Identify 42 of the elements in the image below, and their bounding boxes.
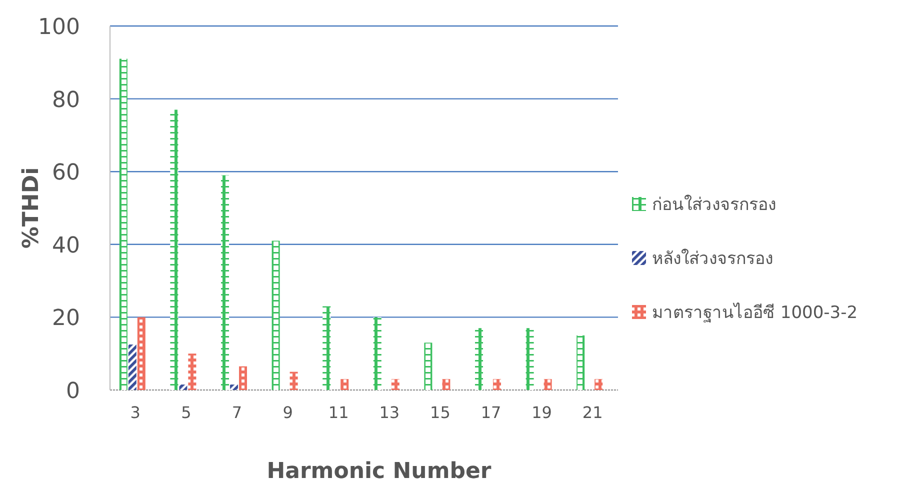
bar xyxy=(137,317,146,390)
bar xyxy=(188,354,196,390)
bar xyxy=(442,379,450,390)
x-axis-title: Harmonic Number xyxy=(266,459,492,484)
y-tick-label: 20 xyxy=(52,306,80,332)
y-axis-title: %THDi xyxy=(19,167,44,249)
bar xyxy=(373,317,382,390)
bar xyxy=(576,335,585,390)
y-tick-label: 80 xyxy=(52,88,80,113)
y-tick-label: 40 xyxy=(52,233,80,258)
bar xyxy=(119,58,128,390)
bar xyxy=(391,379,400,390)
bar xyxy=(230,384,238,390)
bar xyxy=(424,342,432,390)
x-tick-label: 3 xyxy=(130,403,140,422)
bar xyxy=(179,384,188,390)
x-tick-label: 7 xyxy=(232,403,242,422)
legend-label: ก่อนใส่วงจรกรอง xyxy=(652,194,776,215)
bar xyxy=(221,175,229,390)
y-tick-label: 60 xyxy=(52,160,80,186)
bar xyxy=(594,379,603,390)
bar xyxy=(128,344,136,390)
bar xyxy=(290,372,298,390)
x-tick-label: 9 xyxy=(282,403,293,422)
x-tick-label: 21 xyxy=(582,403,603,422)
bar xyxy=(544,379,552,390)
x-tick-label: 11 xyxy=(328,403,349,422)
bar xyxy=(272,240,280,390)
legend-label: หลังใส่วงจรกรอง xyxy=(652,248,773,269)
y-tick-label: 100 xyxy=(38,15,80,40)
y-tick-label: 0 xyxy=(66,379,80,404)
x-tick-label: 15 xyxy=(430,403,450,422)
x-tick-label: 13 xyxy=(379,403,400,422)
bar xyxy=(340,379,349,390)
x-tick-label: 5 xyxy=(181,403,192,422)
x-tick-label: 17 xyxy=(480,403,502,422)
x-tick-label: 19 xyxy=(532,403,552,422)
bar xyxy=(526,328,534,390)
bar xyxy=(493,379,501,390)
bar xyxy=(322,306,331,390)
bar xyxy=(475,328,483,390)
bar xyxy=(239,366,247,390)
